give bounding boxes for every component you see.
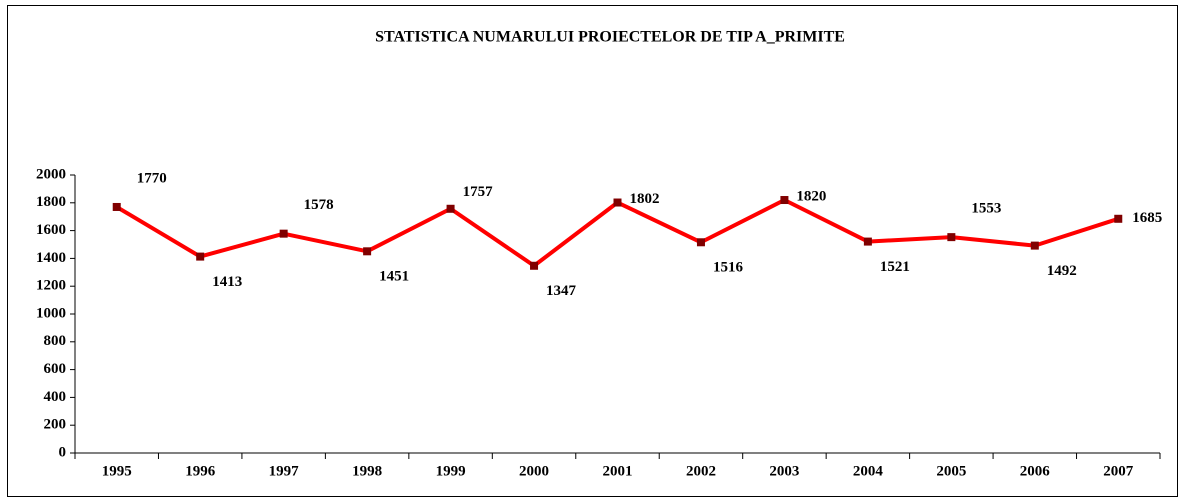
y-tick-label: 600 — [44, 361, 67, 377]
x-tick-label: 1998 — [352, 463, 382, 479]
x-tick-label: 2003 — [769, 463, 799, 479]
x-tick-label: 2002 — [686, 463, 716, 479]
marker — [947, 233, 956, 242]
y-tick-label: 200 — [44, 417, 67, 433]
y-tick-label: 1800 — [36, 194, 66, 210]
chart-title: STATISTICA NUMARULUI PROIECTELOR DE TIP … — [375, 29, 845, 46]
marker — [613, 198, 622, 207]
x-tick-label: 1995 — [102, 463, 132, 479]
x-tick-label: 1999 — [436, 463, 466, 479]
y-tick-label: 1200 — [36, 278, 66, 294]
data-label: 1757 — [463, 184, 494, 200]
data-label: 1553 — [971, 201, 1001, 217]
data-label: 1521 — [880, 259, 910, 275]
y-tick-label: 800 — [44, 333, 67, 349]
x-tick-label: 2006 — [1020, 463, 1051, 479]
chart-border — [7, 5, 1178, 497]
y-tick-label: 1600 — [36, 222, 66, 238]
y-tick-label: 1000 — [36, 305, 66, 321]
marker — [780, 196, 789, 205]
x-tick-label: 2001 — [603, 463, 633, 479]
data-label: 1820 — [796, 188, 826, 204]
data-label: 1685 — [1132, 210, 1162, 226]
data-label: 1413 — [212, 274, 242, 290]
x-tick-label: 2000 — [519, 463, 549, 479]
x-tick-label: 2004 — [853, 463, 884, 479]
y-tick-label: 2000 — [36, 166, 66, 182]
x-tick-label: 2005 — [936, 463, 966, 479]
x-tick-label: 1996 — [185, 463, 216, 479]
marker — [196, 252, 205, 261]
x-tick-label: 2007 — [1103, 463, 1134, 479]
data-label: 1802 — [630, 191, 660, 207]
marker — [1114, 214, 1123, 223]
marker — [530, 261, 539, 270]
marker — [279, 229, 288, 238]
marker — [863, 237, 872, 246]
marker — [112, 202, 121, 211]
data-label: 1451 — [379, 269, 409, 285]
data-label: 1770 — [137, 170, 167, 186]
marker — [1030, 241, 1039, 250]
x-tick-label: 1997 — [269, 463, 300, 479]
y-tick-label: 400 — [44, 389, 67, 405]
data-label: 1347 — [546, 283, 577, 299]
marker — [363, 247, 372, 256]
y-tick-label: 1400 — [36, 250, 66, 266]
data-label: 1578 — [304, 197, 334, 213]
data-label: 1516 — [713, 260, 744, 276]
marker — [446, 204, 455, 213]
marker — [696, 238, 705, 247]
data-label: 1492 — [1047, 263, 1077, 279]
y-tick-label: 0 — [59, 444, 67, 460]
